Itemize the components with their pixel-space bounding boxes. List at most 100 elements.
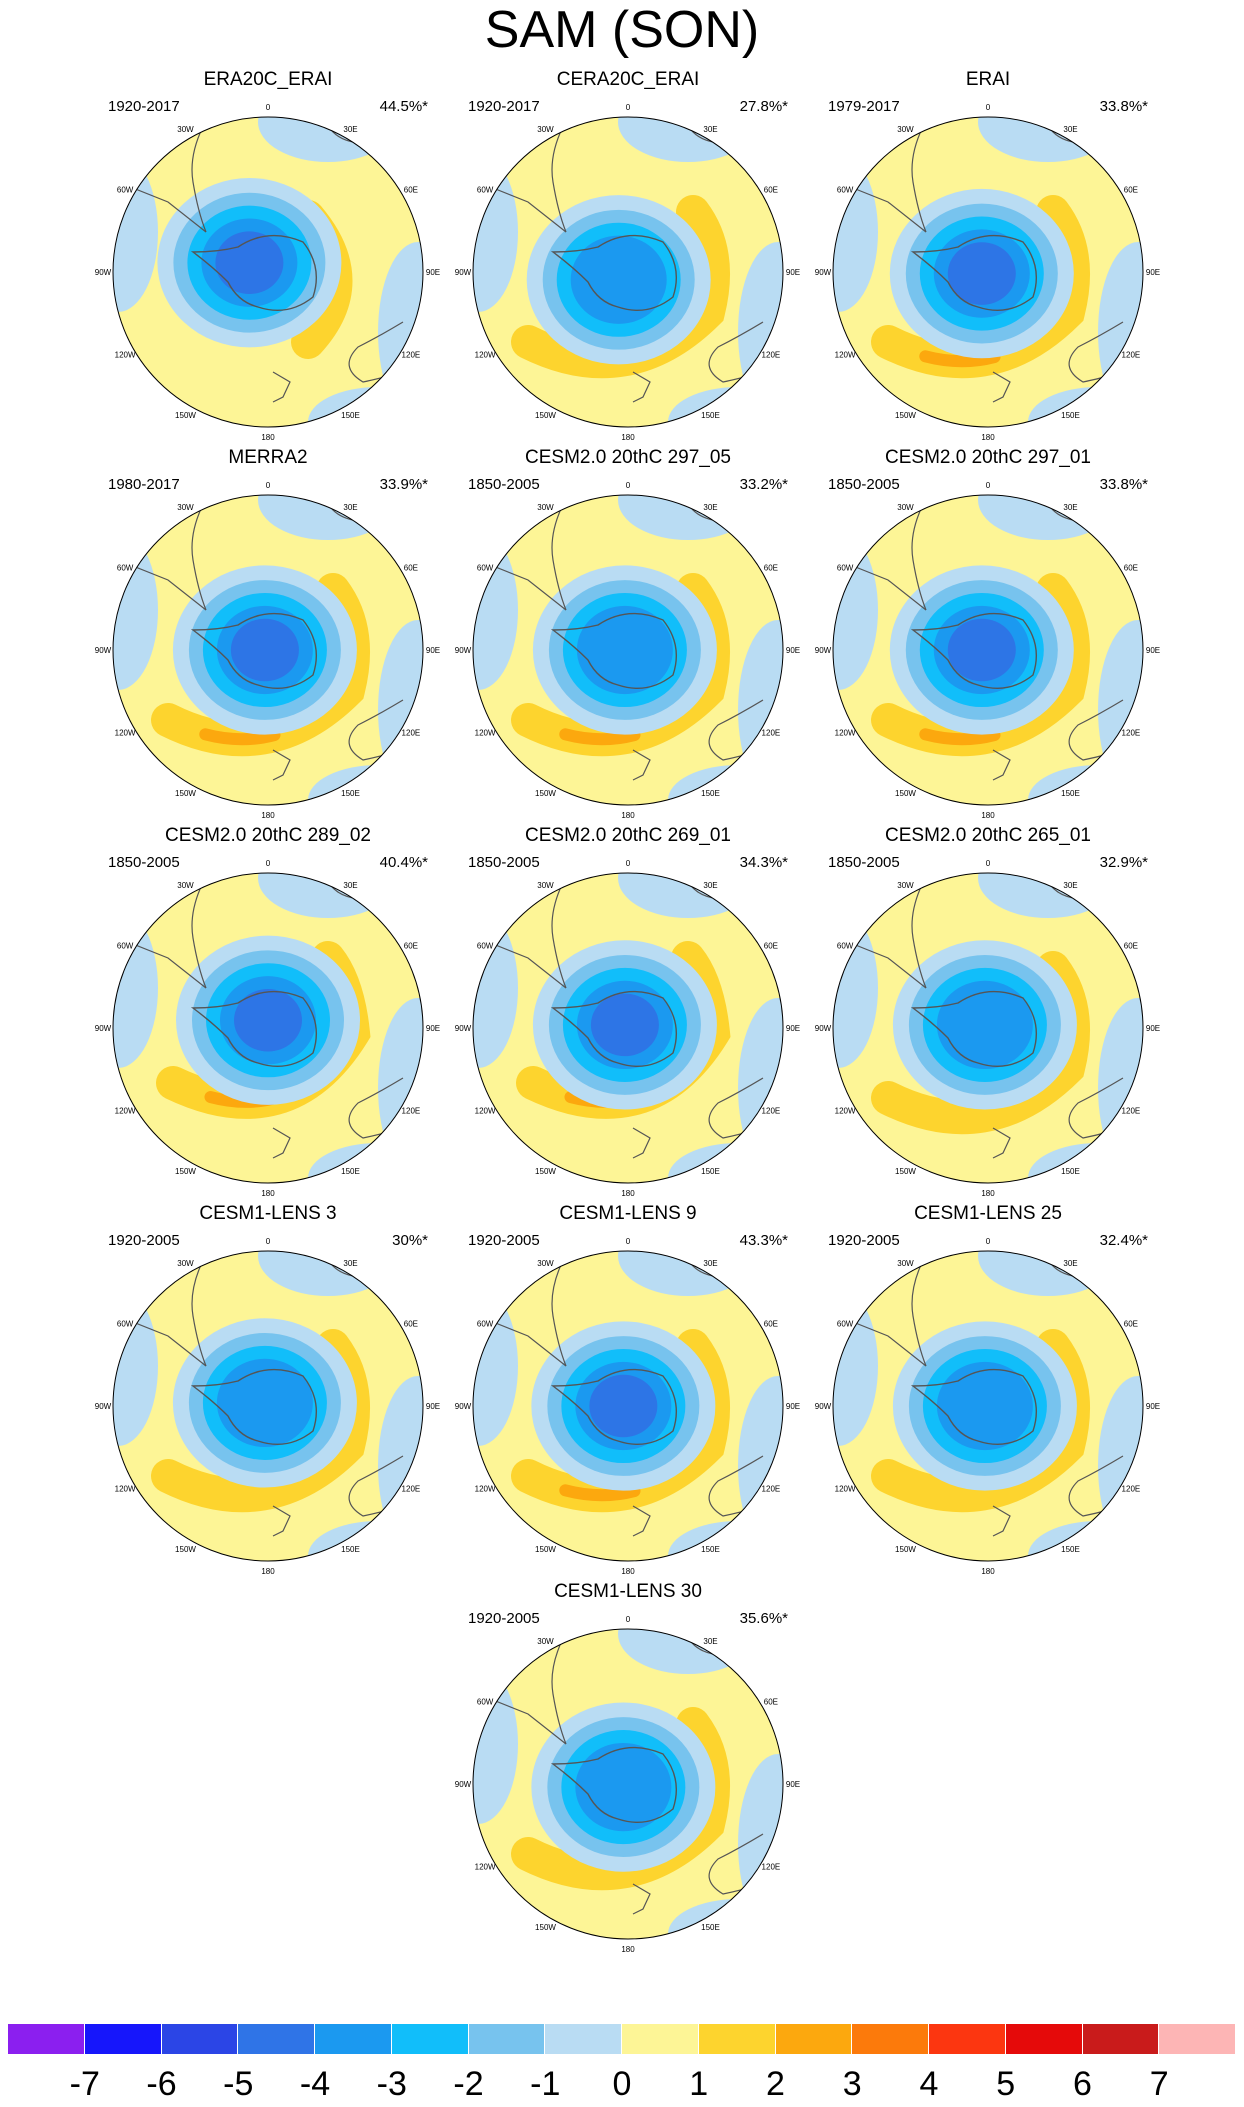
new-zealand-coastline (632, 1505, 651, 1537)
longitude-label: 150E (701, 1923, 720, 1932)
longitude-label: 30E (703, 881, 717, 890)
longitude-label: 0 (626, 859, 631, 868)
colorbar-tick-label: 2 (766, 2065, 785, 2103)
map-panel: CESM2.0 20thC 297_01 1850-2005 33.8%* 0 30E 6… (808, 446, 1168, 826)
longitude-label: 60E (764, 942, 778, 951)
positive-contour-core (882, 206, 1079, 368)
south-america-coastline (191, 873, 209, 989)
longitude-label: 120W (115, 1485, 136, 1494)
colorbar-segment (1005, 2024, 1083, 2054)
colorbar-segment (929, 2024, 1006, 2054)
longitude-label: 90E (426, 268, 440, 277)
south-america-coastline (191, 1251, 209, 1367)
globe-outline (832, 872, 1144, 1184)
polar-map: 0 30E 60E 90E 120E 150E 180 150W 120W 90W 60W 30W (455, 1615, 800, 1954)
polar-map: 0 30E 60E 90E 120E 150E 180 150W 120W 90W 60W 30W (815, 103, 1160, 442)
colorbar-tick-label: -6 (146, 2065, 177, 2103)
longitude-label: 60W (477, 942, 494, 951)
longitude-label: 60W (117, 1320, 134, 1329)
longitude-label: 90W (815, 268, 832, 277)
map-panel: CESM2.0 20thC 297_05 1850-2005 33.2%* 0 30E 6… (448, 446, 808, 826)
panel-period: 1920-2005 (468, 1610, 540, 1627)
longitude-label: 60E (764, 1698, 778, 1707)
polar-map: 0 30E 60E 90E 120E 150E 180 150W 120W 90W 60W 30W (815, 481, 1160, 820)
longitude-label: 30W (537, 881, 554, 890)
panel-period: 1920-2017 (468, 98, 540, 115)
new-zealand-coastline (992, 749, 1011, 781)
longitude-label: 120W (835, 1485, 856, 1494)
longitude-label: 60E (764, 186, 778, 195)
longitude-label: 90E (786, 1402, 800, 1411)
longitude-label: 120E (402, 1485, 421, 1494)
longitude-label: 30W (537, 1259, 554, 1268)
longitude-label: 180 (261, 1567, 275, 1576)
globe-outline (472, 1628, 784, 1940)
longitude-label: 120W (475, 729, 496, 738)
polar-map: 0 30E 60E 90E 120E 150E 180 150W 120W 90W 60W 30W (95, 1237, 440, 1576)
longitude-label: 30E (703, 1259, 717, 1268)
panel-variance: 30%* (392, 1232, 428, 1249)
longitude-label: 90W (815, 646, 832, 655)
longitude-label: 90E (786, 1780, 800, 1789)
longitude-label: 120E (1122, 729, 1141, 738)
polar-map: 0 30E 60E 90E 120E 150E 180 150W 120W 90W 60W 30W (95, 103, 440, 442)
longitude-label: 150E (1061, 789, 1080, 798)
longitude-label: 60E (764, 564, 778, 573)
colorbar-segment (84, 2024, 162, 2054)
antarctica-coastline (190, 234, 317, 311)
map-panel: ERA20C_ERAI 1920-2017 44.5%* 0 30E 60E 90E 120E… (88, 68, 448, 448)
longitude-label: 150W (535, 1923, 556, 1932)
longitude-label: 180 (621, 811, 635, 820)
new-zealand-coastline (632, 1883, 651, 1915)
longitude-label: 60W (117, 564, 134, 573)
longitude-label: 60W (837, 564, 854, 573)
colorbar-segment (468, 2024, 546, 2054)
south-america-coastline (911, 495, 929, 611)
negative-contour-level (589, 1374, 658, 1438)
longitude-label: 0 (626, 103, 631, 112)
colorbar-segment (315, 2024, 392, 2054)
longitude-label: 60E (1124, 564, 1138, 573)
longitude-label: 90E (426, 1024, 440, 1033)
longitude-label: 60E (404, 186, 418, 195)
map-panel: CESM2.0 20thC 265_01 1850-2005 32.9%* 0 30E 6… (808, 824, 1168, 1204)
colorbar-tick-label: 5 (996, 2065, 1016, 2103)
longitude-label: 90E (786, 1024, 800, 1033)
panel-title: ERAI (965, 69, 1011, 90)
new-zealand-coastline (272, 1127, 291, 1159)
longitude-label: 120W (835, 729, 856, 738)
longitude-label: 90W (455, 646, 472, 655)
globe-outline (472, 1250, 784, 1562)
longitude-label: 150W (175, 411, 196, 420)
panel-title: CESM2.0 20thC 297_05 (525, 447, 731, 468)
panel-title: CESM1-LENS 9 (559, 1203, 697, 1224)
longitude-label: 120W (475, 351, 496, 360)
longitude-label: 90E (786, 268, 800, 277)
colorbar-tick-label: 1 (689, 2065, 709, 2103)
longitude-label: 150E (341, 411, 360, 420)
longitude-label: 90W (815, 1024, 832, 1033)
polar-map: 0 30E 60E 90E 120E 150E 180 150W 120W 90W 60W 30W (95, 481, 440, 820)
longitude-label: 90W (95, 1402, 112, 1411)
longitude-label: 0 (626, 1615, 631, 1624)
longitude-label: 30E (1063, 503, 1077, 512)
colorbar-tick-label: -7 (69, 2065, 100, 2103)
colorbar-segment (545, 2024, 622, 2054)
longitude-label: 90W (455, 1402, 472, 1411)
longitude-label: 120E (1122, 1107, 1141, 1116)
longitude-label: 150E (341, 789, 360, 798)
longitude-label: 180 (621, 1189, 635, 1198)
colorbar-segment (1082, 2024, 1160, 2054)
panel-variance: 32.4%* (1099, 1232, 1148, 1249)
longitude-label: 180 (261, 1189, 275, 1198)
panel-period: 1850-2005 (468, 476, 540, 493)
longitude-label: 30W (537, 503, 554, 512)
longitude-label: 0 (986, 859, 991, 868)
antarctica-coastline (550, 1368, 677, 1445)
longitude-label: 60W (837, 1320, 854, 1329)
longitude-label: 30E (1063, 125, 1077, 134)
colorbar-segment (391, 2024, 469, 2054)
longitude-label: 150W (175, 1167, 196, 1176)
longitude-label: 120W (475, 1107, 496, 1116)
colorbar-tick-label: -4 (299, 2065, 331, 2103)
